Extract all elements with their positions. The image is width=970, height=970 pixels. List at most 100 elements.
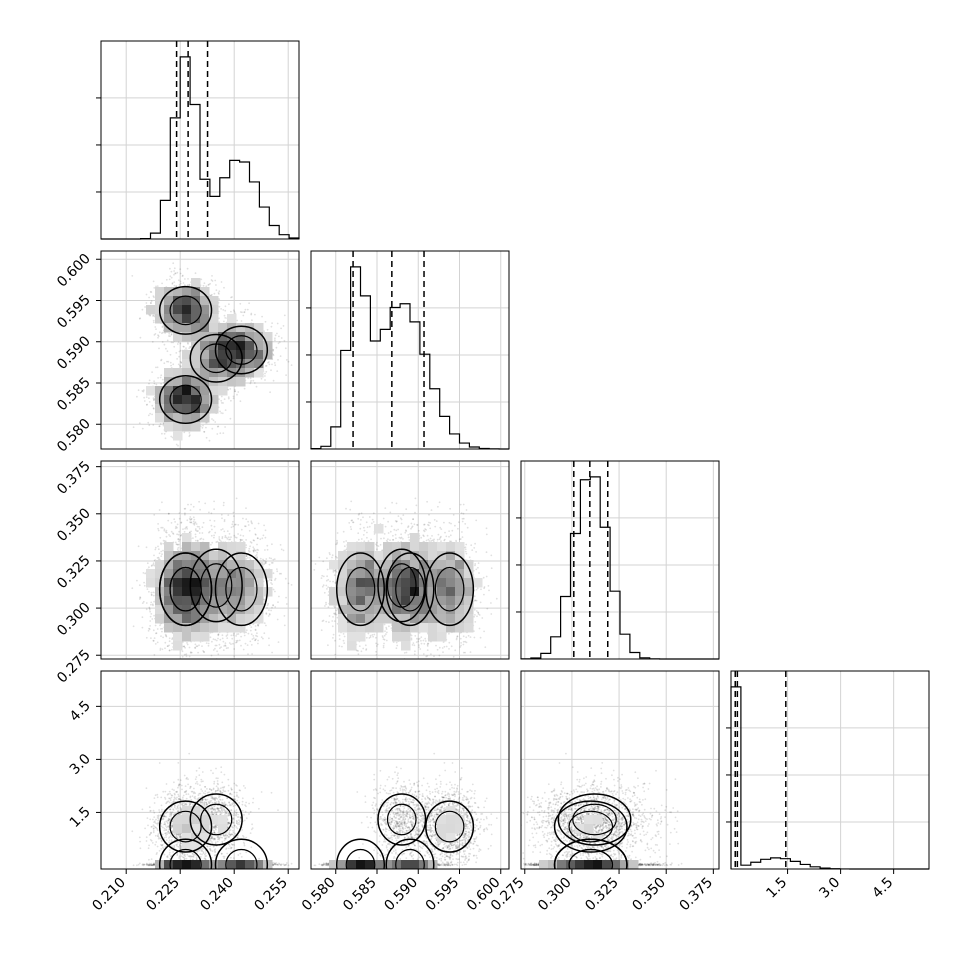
density-cell <box>164 386 174 396</box>
sample-point <box>230 310 232 313</box>
sample-point <box>211 275 213 277</box>
density-cell <box>164 404 174 414</box>
sample-point <box>173 273 175 276</box>
density-cell <box>182 404 192 414</box>
sample-point <box>206 668 208 670</box>
sample-point <box>189 345 191 348</box>
density-cell <box>146 386 156 396</box>
sample-point <box>147 414 150 417</box>
sample-point <box>144 306 147 308</box>
sample-point <box>148 424 151 427</box>
sample-point <box>264 320 267 323</box>
sample-point <box>186 284 189 286</box>
sample-point <box>280 572 282 575</box>
density-cell <box>236 368 246 378</box>
density-cell <box>200 314 210 324</box>
sample-point <box>139 317 142 319</box>
density-cell <box>182 287 192 297</box>
sample-point <box>266 328 269 331</box>
sample-point <box>271 363 273 366</box>
contour-line <box>169 295 202 326</box>
sample-point <box>131 275 134 277</box>
sample-point <box>278 341 281 343</box>
density-cell <box>164 395 174 405</box>
sample-point <box>218 317 220 320</box>
sample-point <box>163 432 166 435</box>
histogram-panel-4 <box>726 670 930 870</box>
sample-point <box>150 302 152 304</box>
density-cell <box>209 341 219 351</box>
density-cell <box>155 386 165 396</box>
sample-point <box>149 290 152 293</box>
sample-point <box>216 433 219 435</box>
density-cell <box>146 305 156 315</box>
sample-point <box>229 417 232 420</box>
density-cell <box>164 422 174 432</box>
sample-point <box>176 358 179 360</box>
sample-point <box>183 345 185 348</box>
contour-line <box>214 325 269 375</box>
sample-point <box>264 372 266 375</box>
density-cell <box>200 377 210 387</box>
density-cell <box>218 350 228 360</box>
density-cell <box>164 314 174 324</box>
panel-frame <box>100 250 300 450</box>
sample-point <box>159 376 162 379</box>
sample-point <box>177 444 179 447</box>
density-cell <box>200 296 210 306</box>
density-cell <box>200 287 210 297</box>
sample-point <box>179 282 182 285</box>
sample-point <box>220 402 223 404</box>
sample-point <box>148 296 151 299</box>
sample-point <box>183 645 186 648</box>
sample-point <box>175 285 178 287</box>
density-cell <box>173 332 183 342</box>
sample-point <box>218 398 220 401</box>
sample-point <box>254 313 256 316</box>
sample-point <box>220 395 223 398</box>
sample-point <box>223 519 226 521</box>
density-cell <box>254 323 264 333</box>
sample-point <box>237 533 240 535</box>
sample-point <box>234 312 237 315</box>
sample-point <box>211 280 214 282</box>
sample-point <box>169 275 172 278</box>
sample-point <box>179 360 182 363</box>
sample-point <box>173 281 176 283</box>
sample-point <box>269 391 271 394</box>
sample-point <box>179 280 182 283</box>
sample-point <box>161 332 163 335</box>
sample-point <box>149 314 152 317</box>
sample-point <box>274 339 276 342</box>
sample-point <box>203 431 206 433</box>
sample-point <box>188 435 191 438</box>
density-cell <box>254 341 264 351</box>
sample-point <box>192 520 195 523</box>
density-cell <box>218 323 228 333</box>
density-cell <box>191 287 201 297</box>
sample-point <box>188 432 191 434</box>
sample-point <box>132 426 135 429</box>
sample-point <box>172 363 175 366</box>
sample-point <box>240 538 242 541</box>
sample-point <box>161 501 163 504</box>
density-cell <box>236 332 246 342</box>
sample-point <box>232 511 235 514</box>
density-cell <box>191 341 201 351</box>
sample-point <box>207 284 210 286</box>
sample-point <box>139 596 142 599</box>
sample-point <box>250 379 253 382</box>
contour-line <box>200 343 233 374</box>
sample-point <box>247 377 250 380</box>
sample-point <box>250 313 253 316</box>
sample-point <box>264 365 267 367</box>
sample-point <box>274 364 277 367</box>
density-cell <box>155 287 165 297</box>
sample-point <box>249 377 252 380</box>
sample-point <box>290 364 293 366</box>
density-cell <box>263 332 273 342</box>
sample-point <box>158 558 161 561</box>
sample-point <box>165 347 167 350</box>
sample-point <box>211 418 213 420</box>
sample-point <box>265 370 268 373</box>
